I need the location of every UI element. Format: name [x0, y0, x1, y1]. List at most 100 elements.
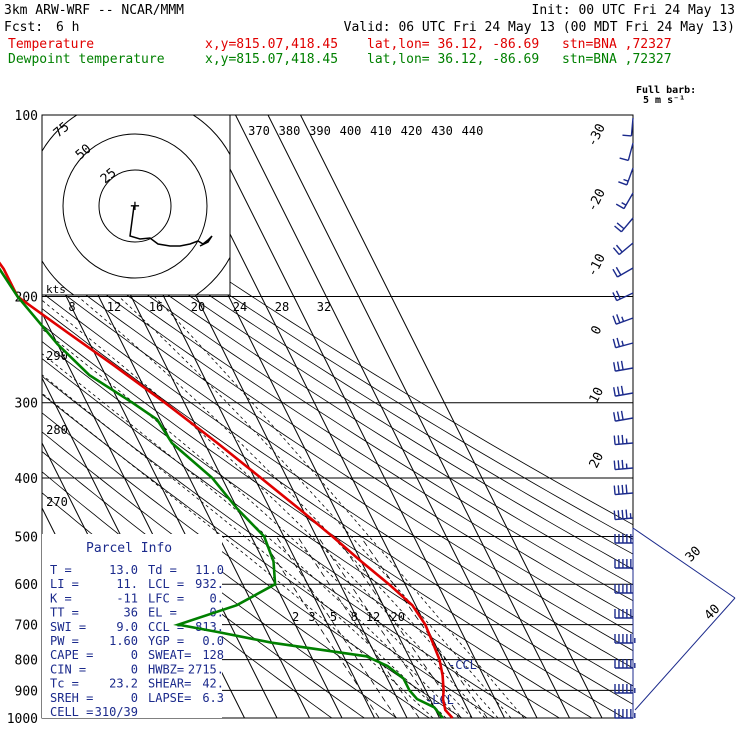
wind-barb-flag	[616, 386, 620, 396]
mixing-ratio-line	[260, 536, 380, 718]
parcel-info-cell: 13.0	[109, 563, 138, 577]
dewpoint-latlon: lat,lon= 36.12, -86.69	[367, 52, 539, 67]
temperature-stn: stn=BNA ,72327	[562, 37, 672, 52]
dry-adiabat-line	[42, 232, 633, 618]
init-time: Init: 00 UTC Fri 24 May 13	[532, 3, 736, 18]
hodograph-kts-label: kts	[46, 283, 66, 296]
mixing-ratio-label: 8	[351, 610, 358, 624]
hodograph-ring-50	[62, 133, 208, 279]
wind-barb-flag	[613, 485, 616, 495]
parcel-info-cell: LFC =	[148, 591, 184, 605]
wind-barb-staff	[615, 467, 634, 471]
dry-adiabat-line	[42, 246, 633, 635]
wind-barb-flag	[620, 385, 624, 395]
dry-adiabat-line	[42, 292, 633, 687]
wind-barb-flag	[622, 134, 632, 137]
wind-barb-flag	[615, 244, 623, 253]
wind-barb-flag	[615, 266, 622, 276]
dry-adiabat-line	[42, 151, 633, 526]
parcel-info-cell: 0.0	[202, 634, 224, 648]
wind-barb-staff	[627, 142, 634, 161]
dewpoint-legend: Dewpoint temperature	[8, 52, 165, 67]
wind-barbs	[612, 117, 636, 719]
wind-speed-axis	[632, 527, 736, 718]
moist-adiabat-label: 28	[275, 300, 289, 314]
temperature-tick-label: 0	[588, 324, 605, 338]
pressure-tick-label: 500	[15, 530, 38, 545]
wind-barb-flag	[621, 509, 624, 519]
moist-adiabat-line	[42, 299, 486, 718]
dry-adiabat-line	[42, 358, 560, 718]
wind-barb-staff	[615, 517, 634, 521]
hodograph-frame	[41, 114, 231, 296]
temperature-tick-label: 40	[702, 602, 724, 624]
moist-adiabat-label: 16	[149, 300, 163, 314]
wind-barb-staff	[615, 342, 634, 349]
dry-adiabat-line	[42, 276, 633, 669]
full-barb-units: 5 m s⁻¹	[643, 95, 685, 106]
valid-time: Valid: 06 UTC Fri 24 May 13 (00 MDT Fri …	[344, 20, 735, 35]
parcel-info-cell: 932.	[195, 577, 224, 591]
parcel-info-cell: 310/39	[95, 705, 138, 719]
pressure-tick-label: 600	[15, 578, 38, 593]
parcel-info-cell: 23.2	[109, 677, 138, 691]
wind-barb-flag	[625, 484, 628, 494]
parcel-info-title: Parcel Info	[86, 541, 172, 556]
wind-barb-flag	[612, 247, 620, 256]
dry-adiabat-label: 420	[401, 124, 423, 138]
wind-barb-staff	[615, 417, 634, 422]
wind-barb-half-flag	[623, 178, 629, 182]
wind-barb-flag	[616, 361, 620, 371]
wind-barb-flag	[620, 360, 624, 370]
moist-adiabat-line	[118, 296, 512, 718]
lcl-marker: -LCL	[425, 693, 454, 707]
wind-barb-flag	[617, 485, 620, 495]
wind-barb-flag	[617, 435, 620, 445]
dry-adiabat-label: 410	[370, 124, 392, 138]
wind-barb-half-flag	[621, 202, 627, 206]
dry-adiabat-line	[42, 177, 633, 555]
parcel-info-cell: HWBZ=	[148, 662, 184, 676]
wind-barb-flag	[612, 292, 618, 301]
isotherm-line	[267, 115, 570, 718]
full-barb-label: Full barb:	[636, 85, 696, 96]
parcel-info-cell: PW =	[50, 634, 79, 648]
dry-adiabat-label: 370	[248, 124, 270, 138]
wind-barb-staff	[615, 442, 634, 446]
wind-barb-flag	[614, 225, 622, 233]
speed-axis-line	[632, 527, 736, 599]
parcel-info-cell: 11.	[116, 577, 138, 591]
pressure-tick-label: 700	[15, 619, 38, 634]
wind-barb-flag	[618, 181, 628, 186]
parcel-info-cell: EL =	[148, 606, 177, 620]
parcel-info-cell: 0.	[210, 591, 224, 605]
wind-barb-flag	[620, 410, 624, 420]
parcel-info-cell: YGP =	[148, 634, 184, 648]
temperature-tick-label: -20	[585, 187, 609, 215]
parcel-info-cell: CAPE =	[50, 648, 93, 662]
dry-adiabat-line	[42, 261, 633, 652]
parcel-info-cell: 1.60	[109, 634, 138, 648]
parcel-info-cell: 6.3	[202, 691, 224, 705]
wind-barb-flag	[612, 338, 617, 348]
parcel-info-cell: CCL =	[148, 620, 184, 634]
wind-barb-flag	[615, 203, 625, 210]
parcel-info-cell: 36	[124, 606, 138, 620]
hodograph-trace	[129, 205, 213, 247]
isotherm-line	[300, 115, 603, 718]
parcel-info-cell: 128	[202, 648, 224, 662]
mixing-ratio-line	[297, 536, 420, 718]
parcel-info-cell: 2715.	[188, 662, 224, 676]
pressure-tick-label: 900	[15, 684, 38, 699]
temperature-tick-label: 20	[587, 450, 607, 471]
temperature-legend: Temperature	[8, 37, 94, 52]
pressure-tick-label: 1000	[7, 712, 38, 727]
wind-barb-half-flag	[621, 316, 625, 322]
dewpoint-xy: x,y=815.07,418.45	[205, 52, 338, 67]
dry-adiabat-line	[42, 164, 633, 540]
pressure-tick-label: 100	[15, 109, 38, 124]
dry-adiabat-line	[42, 308, 633, 705]
parcel-info-cell: LAPSE=	[148, 691, 191, 705]
